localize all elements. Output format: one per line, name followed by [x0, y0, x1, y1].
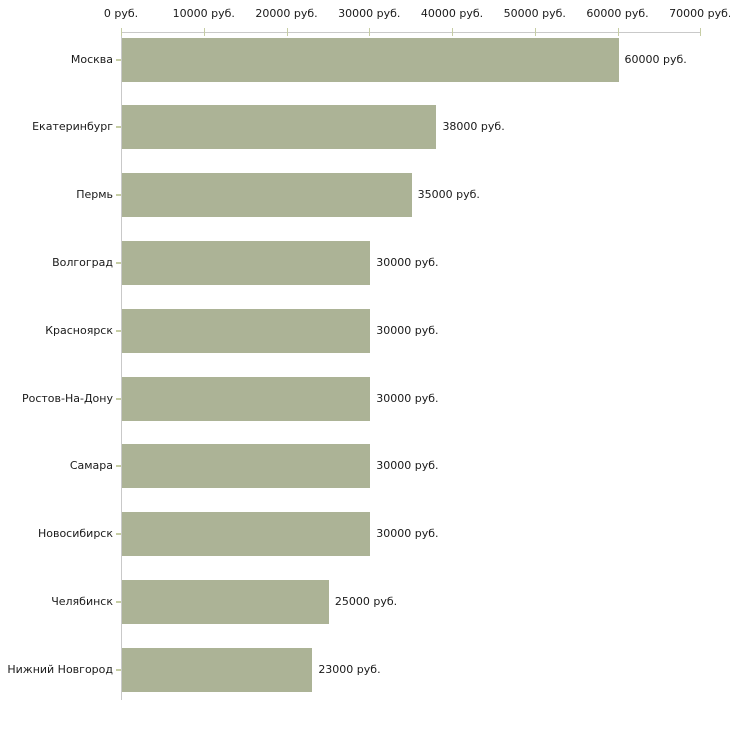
x-tick-label: 40000 руб.: [420, 7, 484, 20]
x-tick-label: 70000 руб.: [669, 7, 730, 20]
category-label: Волгоград: [52, 255, 113, 269]
bar: [122, 512, 371, 557]
y-axis-line: [121, 32, 122, 700]
x-axis-line: [121, 32, 701, 33]
bar: [122, 308, 371, 353]
value-label: 25000 руб.: [334, 594, 398, 608]
category-tick-mark: [116, 600, 121, 603]
x-tick-mark: [617, 28, 619, 36]
x-tick-label: 50000 руб.: [503, 7, 566, 20]
value-label: 30000 руб.: [376, 459, 439, 473]
category-label: Екатеринбург: [32, 120, 113, 134]
bar: [122, 37, 619, 82]
category-tick-mark: [116, 126, 121, 129]
x-tick-mark: [369, 28, 371, 36]
category-label: Красноярск: [45, 323, 113, 337]
category-label: Новосибирск: [37, 527, 113, 541]
category-tick-mark: [116, 58, 121, 61]
bar: [122, 647, 313, 692]
x-tick-mark: [203, 28, 205, 36]
value-label: 35000 руб.: [417, 188, 480, 202]
value-label: 30000 руб.: [376, 391, 439, 405]
category-label: Пермь: [76, 188, 113, 202]
bar: [122, 240, 371, 285]
category-tick-mark: [116, 397, 121, 400]
category-label: Самара: [69, 459, 113, 473]
value-label: 60000 руб.: [624, 52, 687, 66]
x-tick-mark: [534, 28, 536, 36]
value-label: 23000 руб.: [318, 662, 381, 676]
x-tick-mark: [700, 28, 702, 36]
value-label: 30000 руб.: [376, 255, 439, 269]
category-label: Нижний Новгород: [7, 662, 113, 676]
category-label: Москва: [70, 52, 113, 66]
x-tick-mark: [452, 28, 453, 36]
bar: [122, 579, 329, 624]
x-tick-mark: [286, 28, 288, 36]
x-tick-label: 10000 руб.: [172, 7, 235, 20]
category-tick-mark: [116, 329, 121, 332]
category-label: Ростов-На-Дону: [21, 391, 113, 405]
category-tick-mark: [116, 261, 121, 264]
value-label: 30000 руб.: [376, 323, 439, 337]
value-label: 30000 руб.: [376, 527, 439, 541]
category-tick-mark: [116, 533, 121, 536]
x-tick-label: 30000 руб.: [338, 7, 401, 20]
category-tick-mark: [116, 668, 121, 671]
value-label: 38000 руб.: [442, 120, 505, 134]
x-tick-label: 20000 руб.: [255, 7, 318, 20]
bar: [122, 444, 371, 489]
x-tick-label: 60000 руб.: [586, 7, 649, 20]
x-tick-label: 0 руб.: [103, 7, 139, 20]
x-tick-mark: [121, 28, 122, 36]
bar: [122, 376, 371, 421]
bar: [122, 105, 437, 150]
category-label: Челябинск: [51, 594, 113, 608]
category-tick-mark: [116, 465, 121, 468]
bar: [122, 173, 412, 218]
category-tick-mark: [116, 194, 121, 197]
